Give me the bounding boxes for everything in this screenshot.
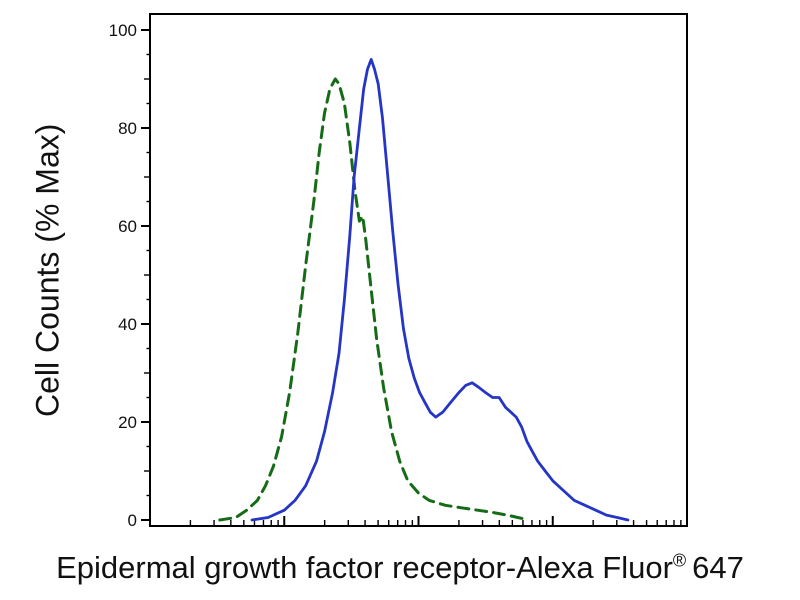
y-tick-label: 100 — [109, 21, 137, 40]
x-axis-label: Epidermal growth factor receptor-Alexa F… — [0, 550, 800, 586]
y-tick-label: 80 — [118, 119, 137, 138]
y-tick-label: 60 — [118, 217, 137, 236]
plot-frame — [149, 13, 688, 527]
registered-trademark-symbol: ® — [672, 550, 687, 571]
green-dashed-histogram — [218, 77, 531, 522]
y-tick-label: 40 — [118, 315, 137, 334]
blue-solid-histogram — [250, 58, 630, 522]
x-axis-label-tail: 647 — [692, 550, 744, 585]
y-tick-label: 0 — [128, 511, 137, 530]
y-axis-label: Cell Counts (% Max) — [29, 123, 66, 417]
y-tick-label: 20 — [118, 413, 137, 432]
x-axis-label-main: Epidermal growth factor receptor-Alexa F… — [56, 550, 673, 585]
